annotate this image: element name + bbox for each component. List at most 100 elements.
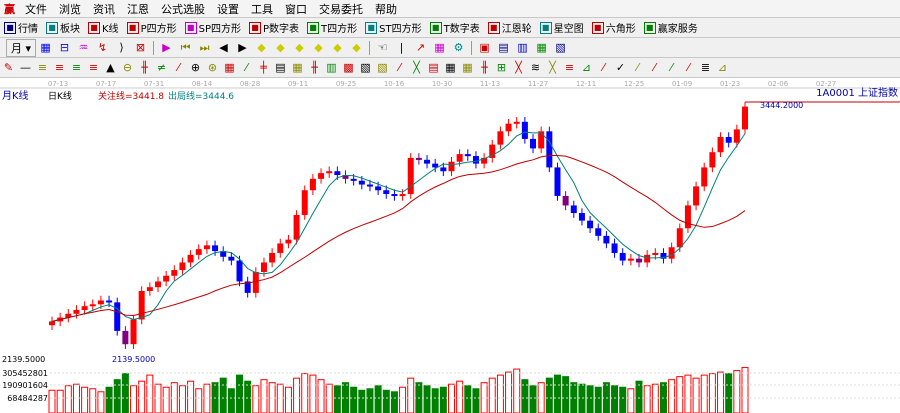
chart-tool-10-icon[interactable]: ▶ — [238, 41, 247, 54]
draw-tool-8-icon[interactable]: ╫ — [141, 61, 148, 74]
toolbar-button-6[interactable]: ■ T四方形 — [307, 20, 357, 35]
chart-tool-1-icon[interactable]: ⊟ — [59, 41, 70, 54]
period-selector[interactable]: 月 ▾ — [6, 38, 37, 57]
chart-tool-14-icon[interactable]: ◆ — [314, 41, 323, 54]
draw-tool-22-icon[interactable]: ▧ — [377, 61, 388, 74]
toolbar-button-0[interactable]: ■ 行情 — [4, 20, 38, 35]
draw-tool-10-icon[interactable]: ⁄ — [177, 61, 180, 74]
chart-tool-18-icon[interactable]: | — [399, 41, 404, 54]
candle-body — [505, 123, 512, 132]
menu-9[interactable]: 帮助 — [375, 2, 397, 16]
draw-tool-23-icon[interactable]: ⁄ — [398, 61, 401, 74]
chart-tool-26-icon[interactable]: ▧ — [555, 41, 566, 54]
draw-tool-39-icon[interactable]: ⁄ — [670, 61, 673, 74]
chart-tool-12-icon[interactable]: ◆ — [276, 41, 285, 54]
chart-tool-8-icon[interactable]: ⏭ — [199, 41, 210, 54]
chart-tool-6-icon[interactable]: ▶ — [162, 41, 171, 54]
draw-tool-41-icon[interactable]: ≣ — [700, 61, 711, 74]
draw-tool-35-icon[interactable]: ⁄ — [602, 61, 605, 74]
toolbar-button-11[interactable]: ■ 六角形 — [591, 20, 636, 35]
draw-tool-3-icon[interactable]: ≡ — [54, 61, 65, 74]
draw-tool-16-icon[interactable]: ▤ — [275, 61, 286, 74]
draw-tool-37-icon[interactable]: ⁄ — [636, 61, 639, 74]
menu-2[interactable]: 资讯 — [93, 2, 115, 16]
draw-tool-40-icon[interactable]: ⁄ — [687, 61, 690, 74]
draw-tool-20-icon[interactable]: ▩ — [343, 61, 354, 74]
draw-tool-0-icon[interactable]: ✎ — [3, 61, 14, 74]
chart-tool-5-icon[interactable]: ⊠ — [135, 41, 146, 54]
chart-tool-2-icon[interactable]: ♒ — [78, 41, 89, 54]
volume-bar — [244, 380, 252, 413]
draw-tool-31-icon[interactable]: ≋ — [530, 61, 541, 74]
menu-4[interactable]: 公式选股 — [161, 2, 205, 16]
menu-0[interactable]: 文件 — [25, 2, 47, 16]
draw-tool-25-icon[interactable]: ▤ — [428, 61, 439, 74]
chart-tool-13-icon[interactable]: ◆ — [295, 41, 304, 54]
draw-tool-11-icon[interactable]: ⊕ — [190, 61, 201, 74]
draw-tool-14-icon[interactable]: ⁄ — [245, 61, 248, 74]
menu-6[interactable]: 工具 — [251, 2, 273, 16]
volume-bar — [138, 380, 146, 413]
toolbar-button-10[interactable]: ■ 星空图 — [539, 20, 584, 35]
draw-tool-12-icon[interactable]: ⊛ — [207, 61, 218, 74]
draw-tool-2-icon[interactable]: ≡ — [37, 61, 48, 74]
chart-tool-21-icon[interactable]: ⚙ — [453, 41, 464, 54]
candle-body — [611, 243, 618, 253]
draw-tool-15-icon[interactable]: ╪ — [260, 61, 267, 74]
draw-tool-18-icon[interactable]: ╫ — [311, 61, 318, 74]
draw-tool-5-icon[interactable]: ≡ — [88, 61, 99, 74]
draw-tool-27-icon[interactable]: ▦ — [462, 61, 473, 74]
draw-tool-26-icon[interactable]: ▦ — [445, 61, 456, 74]
chart-tool-22-icon[interactable]: ▣ — [479, 41, 490, 54]
chart-tool-3-icon[interactable]: ↯ — [97, 41, 108, 54]
draw-tool-9-icon[interactable]: ≠ — [156, 61, 167, 74]
draw-tool-34-icon[interactable]: ⊿ — [581, 61, 592, 74]
menu-8[interactable]: 交易委托 — [319, 2, 363, 16]
toolbar-button-12[interactable]: ■ 赢家服务 — [643, 20, 698, 35]
chart-tool-9-icon[interactable]: ◀ — [219, 41, 228, 54]
draw-tool-29-icon[interactable]: ⊞ — [496, 61, 507, 74]
chart-tool-20-icon[interactable]: ▦ — [434, 41, 445, 54]
draw-tool-17-icon[interactable]: ▦ — [292, 61, 303, 74]
menu-7[interactable]: 窗口 — [285, 2, 307, 16]
toolbar-button-8[interactable]: ■ T数字表 — [429, 20, 480, 35]
draw-tool-7-icon[interactable]: ⊖ — [122, 61, 133, 74]
draw-tool-21-icon[interactable]: ▧ — [360, 61, 371, 74]
chart-tool-11-icon[interactable]: ◆ — [257, 41, 266, 54]
toolbar-button-4[interactable]: ■ SP四方形 — [184, 20, 241, 35]
draw-tool-42-icon[interactable]: ⊿ — [717, 61, 728, 74]
menu-5[interactable]: 设置 — [217, 2, 239, 16]
chart-tool-17-icon[interactable]: ☜ — [377, 41, 388, 54]
chart-tool-16-icon[interactable]: ◆ — [352, 41, 361, 54]
kline-chart[interactable]: 07-13 07-17 07-31 08-14 08-28 09-11 09-25 10-16… — [0, 78, 900, 413]
chart-tool-15-icon[interactable]: ◆ — [333, 41, 342, 54]
toolbar-button-3[interactable]: ■ P四方形 — [126, 20, 177, 35]
chart-tool-19-icon[interactable]: ↗ — [415, 41, 426, 54]
draw-tool-28-icon[interactable]: ╫ — [481, 61, 488, 74]
chart-tool-24-icon[interactable]: ▥ — [517, 41, 528, 54]
draw-tool-32-icon[interactable]: ╳ — [549, 61, 556, 74]
draw-tool-24-icon[interactable]: ╳ — [413, 61, 420, 74]
draw-tool-13-icon[interactable]: ▦ — [224, 61, 235, 74]
draw-tool-33-icon[interactable]: ≡ — [564, 61, 575, 74]
menu-3[interactable]: 江恩 — [127, 2, 149, 16]
menu-1[interactable]: 浏览 — [59, 2, 81, 16]
toolbar-button-5[interactable]: ■ P数字表 — [248, 20, 299, 35]
chart-tool-7-icon[interactable]: ⏮ — [180, 41, 191, 54]
toolbar-button-2[interactable]: ■ K线 — [88, 20, 119, 35]
draw-tool-38-icon[interactable]: ⁄ — [653, 61, 656, 74]
toolbar-button-9[interactable]: ■ 江恩轮 — [487, 20, 532, 35]
draw-tool-4-icon[interactable]: ≡ — [71, 61, 82, 74]
draw-tool-19-icon[interactable]: ▥ — [326, 61, 337, 74]
toolbar-button-1[interactable]: ■ 板块 — [46, 20, 80, 35]
draw-tool-6-icon[interactable]: ▲ — [106, 61, 115, 74]
draw-tool-1-icon[interactable]: — — [20, 61, 31, 74]
chart-tool-0-icon[interactable]: ▦ — [40, 41, 51, 54]
chart-tool-25-icon[interactable]: ▦ — [536, 41, 547, 54]
chart-tool-4-icon[interactable]: ⟩ — [119, 41, 124, 54]
toolbar-button-7[interactable]: ■ ST四方形 — [365, 20, 422, 35]
draw-tool-36-icon[interactable]: ✓ — [615, 61, 626, 74]
draw-tool-30-icon[interactable]: ╳ — [515, 61, 522, 74]
chart-tool-23-icon[interactable]: ▤ — [498, 41, 509, 54]
candle-body — [660, 252, 667, 259]
